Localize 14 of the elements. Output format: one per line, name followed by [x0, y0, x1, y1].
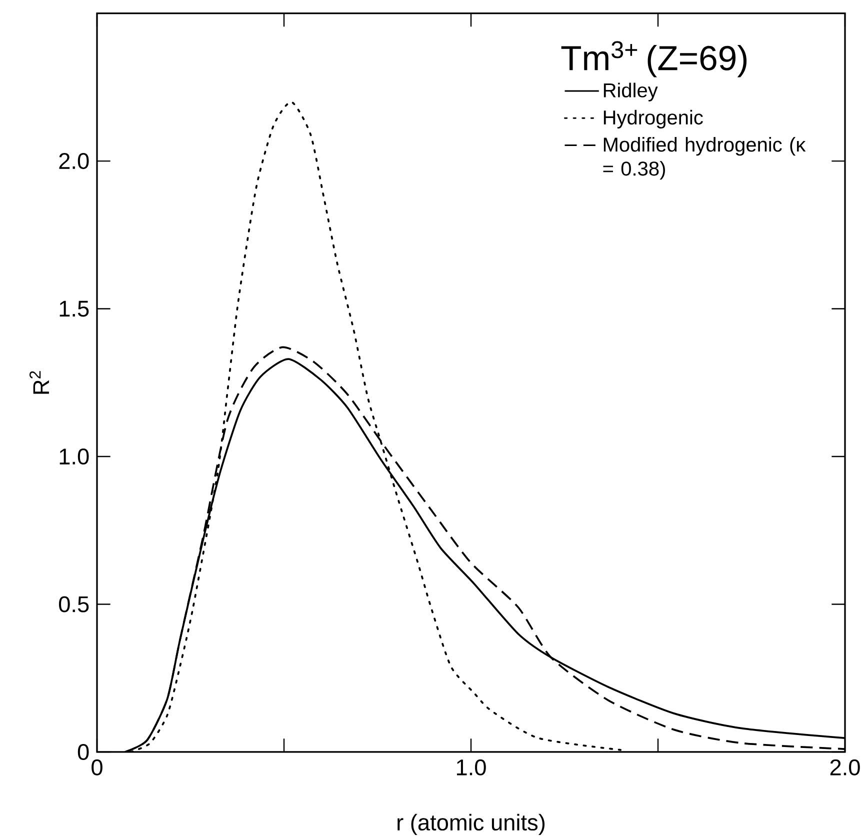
x-tick-label: 2.0 — [830, 759, 860, 776]
x-tick-label: 1.0 — [456, 759, 486, 776]
x-axis-title: r (atomic units) — [398, 814, 545, 836]
legend-label: Modified hydrogenic (κ = 0.38) — [603, 137, 806, 180]
legend-label: Hydrogenic — [604, 110, 703, 129]
y-tick-label: 2.0 — [59, 153, 89, 170]
y-tick-label: 0.5 — [58, 596, 89, 612]
y-tick-label: 1.5 — [60, 300, 89, 317]
y-tick-label: 1.0 — [60, 448, 89, 465]
y-tick-label: 0 — [78, 744, 89, 760]
legend-title: Tm$^{3+}$ (Z=69) — [561, 41, 747, 78]
legend-label: Ridley — [604, 82, 658, 102]
y-axis-title: R$^{2}$ — [30, 371, 49, 394]
x-tick-label: 0 — [92, 759, 102, 776]
